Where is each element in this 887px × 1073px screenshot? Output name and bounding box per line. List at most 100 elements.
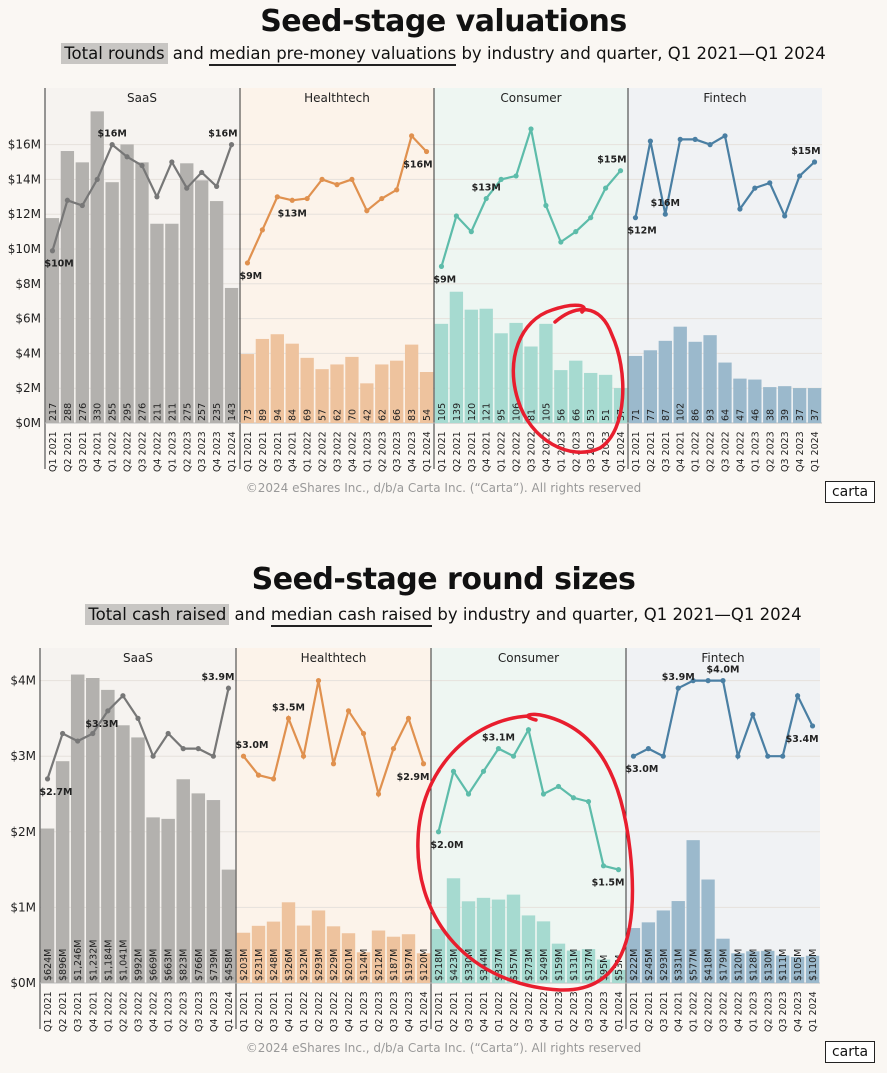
line-point-fintech — [735, 753, 741, 759]
line-point-consumer — [555, 783, 562, 790]
line-point-fintech — [647, 138, 653, 144]
bar-consumer — [551, 943, 566, 983]
line-point-consumer — [570, 795, 577, 801]
line-value-label: $13M — [278, 208, 307, 219]
bar-value-label: 51 — [601, 409, 612, 421]
line-point-healthtech — [360, 730, 367, 737]
line-point-healthtech — [315, 678, 322, 684]
bar-healthtech — [266, 921, 281, 983]
line-point-fintech — [720, 678, 726, 684]
bar-value-label: $766M — [194, 949, 205, 981]
bar-fintech — [701, 879, 715, 983]
line-value-label: $12M — [627, 226, 656, 237]
bar-value-label: 39 — [780, 409, 791, 421]
chart1-subtitle-and: and — [167, 44, 210, 63]
line-point-saas — [79, 202, 85, 209]
y-tick-label: $2M — [10, 825, 36, 839]
bar-saas — [116, 725, 130, 983]
line-value-label: $4.0M — [707, 665, 740, 676]
x-tick-label: Q2 2022 — [123, 431, 134, 472]
bar-value-label: 257 — [197, 403, 208, 421]
bar-value-label: $1,246M — [73, 940, 84, 981]
bar-healthtech — [330, 364, 344, 423]
bar-saas — [206, 800, 221, 983]
bar-fintech — [688, 341, 702, 423]
bar-healthtech — [416, 953, 431, 983]
line-point-healthtech — [379, 195, 385, 202]
bar-fintech — [790, 957, 805, 983]
bar-value-label: $331M — [674, 949, 685, 981]
line-point-fintech — [705, 678, 711, 684]
line-value-label: $15M — [597, 155, 626, 166]
bar-value-label: 47 — [735, 409, 746, 421]
x-tick-label: Q1 2024 — [808, 991, 819, 1032]
line-point-fintech — [767, 180, 773, 186]
bar-value-label: $669M — [149, 949, 160, 981]
bar-value-label: $1,041M — [118, 940, 129, 981]
bar-healthtech — [401, 934, 416, 983]
x-tick-label: Q4 2023 — [793, 991, 804, 1032]
bar-value-label: 102 — [676, 403, 687, 421]
bar-consumer — [539, 323, 553, 423]
x-tick-label: Q4 2021 — [288, 431, 299, 472]
bar-saas — [86, 678, 100, 983]
panel-title-healthtech: Healthtech — [304, 91, 370, 105]
line-point-consumer — [615, 867, 622, 873]
bar-consumer — [506, 894, 521, 983]
x-tick-label: Q3 2021 — [467, 431, 478, 472]
bar-value-label: $326M — [284, 949, 295, 981]
y-tick-label: $14M — [8, 172, 41, 186]
x-tick-label: Q1 2021 — [243, 431, 254, 472]
bar-value-label: 71 — [631, 409, 642, 421]
line-point-healthtech — [289, 197, 295, 203]
chart1-subtitle-highlight-bars: Total rounds — [61, 43, 168, 64]
bar-consumer — [446, 878, 461, 983]
bar-saas — [165, 223, 179, 423]
line-point-healthtech — [270, 776, 277, 782]
bar-value-label: 37 — [795, 409, 806, 421]
line-point-consumer — [498, 176, 504, 182]
bar-value-label: 93 — [706, 409, 717, 421]
bar-value-label: 46 — [750, 409, 761, 421]
bar-value-label: 77 — [646, 409, 657, 421]
x-tick-label: Q1 2021 — [631, 431, 642, 472]
y-tick-label: $0M — [15, 416, 41, 430]
line-value-label: $2.0M — [431, 840, 464, 851]
bar-saas — [191, 793, 206, 983]
bar-consumer — [584, 372, 598, 423]
line-point-saas — [109, 142, 115, 148]
x-tick-label: Q3 2021 — [273, 431, 284, 472]
bar-fintech — [641, 922, 656, 983]
x-tick-label: Q2 2022 — [118, 991, 129, 1032]
bar-value-label: $218M — [434, 949, 445, 981]
bar-value-label: 105 — [437, 403, 448, 421]
y-tick-label: $8M — [15, 277, 41, 291]
bar-value-label: 38 — [765, 409, 776, 421]
bar-value-label: 84 — [288, 409, 299, 421]
chart2-subtitle-and: and — [229, 605, 271, 624]
x-tick-label: Q1 2023 — [359, 991, 370, 1032]
bar-value-label: 120 — [467, 403, 478, 421]
bar-value-label: $128M — [748, 949, 759, 981]
bar-healthtech — [296, 925, 311, 983]
x-tick-label: Q1 2023 — [167, 431, 178, 472]
bar-fintech — [778, 386, 792, 423]
line-point-fintech — [662, 211, 668, 217]
bar-fintech — [718, 362, 732, 423]
bar-saas — [90, 111, 104, 424]
line-point-healthtech — [394, 187, 400, 193]
x-tick-label: Q1 2022 — [497, 431, 508, 472]
bar-consumer — [461, 901, 476, 983]
line-point-fintech — [677, 136, 683, 142]
bar-fintech — [776, 955, 790, 983]
x-tick-label: Q1 2022 — [689, 991, 700, 1032]
y-tick-label: $6M — [15, 312, 41, 326]
bar-healthtech — [281, 902, 296, 983]
line-value-label: $2.9M — [397, 772, 430, 783]
line-point-saas — [169, 159, 175, 165]
x-tick-label: Q4 2022 — [733, 991, 744, 1032]
x-tick-label: Q1 2021 — [48, 431, 59, 472]
bar-saas — [135, 162, 149, 423]
line-point-consumer — [558, 239, 564, 245]
